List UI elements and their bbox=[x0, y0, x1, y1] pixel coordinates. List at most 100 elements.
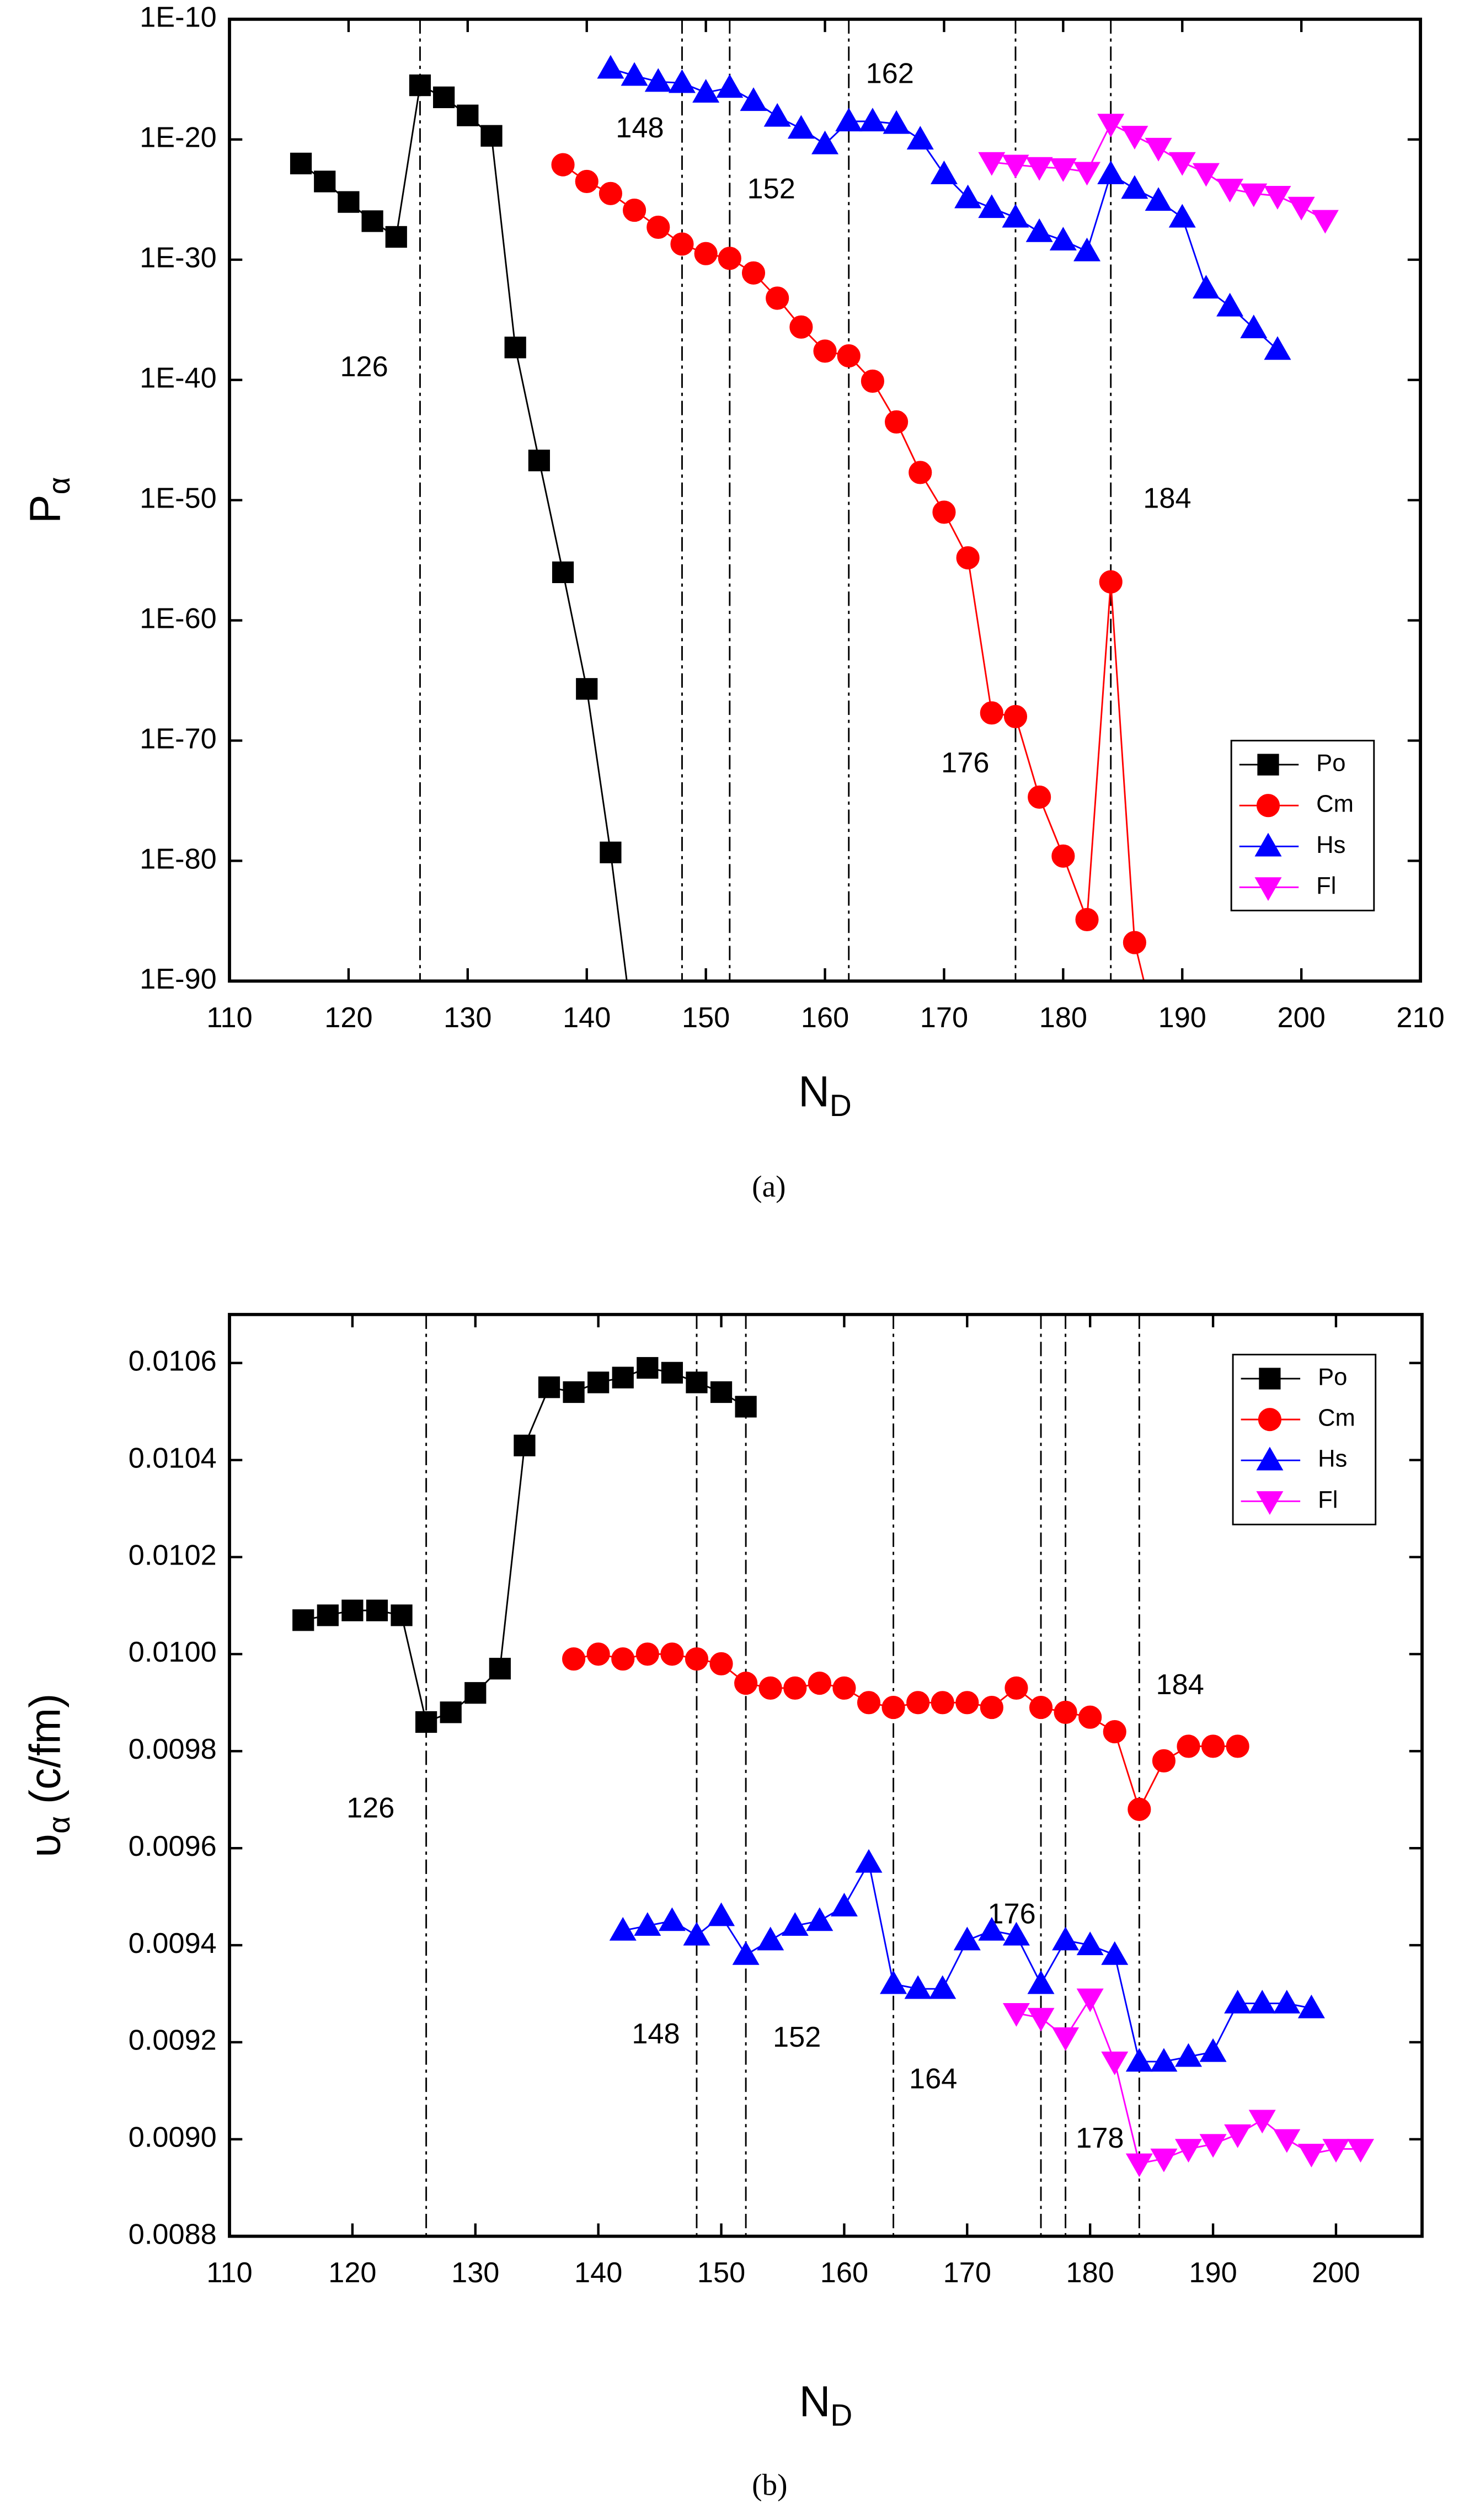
marker bbox=[317, 1604, 339, 1626]
marker bbox=[954, 184, 982, 209]
marker bbox=[1152, 1749, 1176, 1772]
x-tick-label: 110 bbox=[206, 2257, 252, 2289]
marker bbox=[904, 1975, 932, 1999]
marker bbox=[563, 1381, 585, 1403]
marker bbox=[587, 1371, 610, 1394]
legend-marker bbox=[1259, 1368, 1281, 1390]
marker bbox=[1123, 931, 1146, 954]
plot-area bbox=[292, 1357, 1375, 2177]
marker bbox=[930, 160, 958, 184]
marker bbox=[1075, 907, 1099, 931]
marker bbox=[314, 170, 336, 193]
x-tick-label: 120 bbox=[324, 1002, 372, 1034]
x-tick-label: 140 bbox=[574, 2257, 622, 2289]
x-axis-label-part: D bbox=[830, 2398, 852, 2432]
marker bbox=[1322, 2139, 1350, 2163]
marker bbox=[880, 1970, 907, 1994]
marker bbox=[576, 678, 598, 700]
marker bbox=[670, 232, 694, 256]
marker bbox=[757, 1926, 784, 1951]
marker bbox=[789, 315, 813, 339]
marker bbox=[909, 461, 932, 484]
x-tick-label: 150 bbox=[697, 2257, 745, 2289]
marker bbox=[341, 1599, 364, 1621]
marker bbox=[1097, 160, 1125, 184]
marker bbox=[718, 247, 741, 270]
marker bbox=[953, 1926, 981, 1951]
legend-label: Fl bbox=[1316, 873, 1336, 899]
marker bbox=[732, 1941, 760, 1965]
y-tick-label: 0.0090 bbox=[129, 2122, 217, 2154]
marker bbox=[464, 1682, 487, 1704]
legend-box bbox=[1230, 740, 1375, 911]
x-tick-label: 160 bbox=[801, 1002, 849, 1034]
marker bbox=[806, 1907, 833, 1931]
y-tick-label: 1E-40 bbox=[140, 362, 217, 394]
x-tick-label: 190 bbox=[1189, 2257, 1237, 2289]
marker bbox=[1240, 183, 1268, 207]
x-tick-label: 200 bbox=[1278, 1002, 1326, 1034]
marker bbox=[859, 108, 886, 132]
marker bbox=[1054, 1700, 1077, 1724]
marker bbox=[1073, 162, 1101, 186]
marker bbox=[1177, 1734, 1200, 1758]
marker bbox=[457, 104, 479, 126]
marker bbox=[528, 450, 550, 472]
marker bbox=[440, 1701, 462, 1723]
marker bbox=[1297, 2144, 1325, 2167]
marker bbox=[1002, 154, 1029, 179]
marker bbox=[292, 1609, 314, 1631]
marker bbox=[575, 169, 599, 194]
marker bbox=[830, 1892, 858, 1916]
legend-marker bbox=[1256, 794, 1280, 818]
y-tick-label: 0.0092 bbox=[129, 2025, 217, 2057]
x-tick-label: 180 bbox=[1039, 1002, 1087, 1034]
x-tick-label: 170 bbox=[943, 2257, 991, 2289]
annotation: 184 bbox=[1143, 482, 1191, 514]
legend-marker bbox=[1256, 1446, 1284, 1471]
marker bbox=[1192, 163, 1220, 187]
marker bbox=[686, 1371, 708, 1394]
marker bbox=[1168, 152, 1196, 176]
x-tick-label: 190 bbox=[1158, 1002, 1206, 1034]
y-tick-label: 1E-80 bbox=[140, 843, 217, 875]
marker bbox=[1240, 314, 1268, 339]
y-tick-label: 1E-20 bbox=[140, 122, 217, 154]
marker bbox=[1311, 210, 1339, 234]
y-tick-label: 0.0094 bbox=[129, 1928, 217, 1960]
y-tick-label: 1E-90 bbox=[140, 963, 217, 995]
annotation: 184 bbox=[1156, 1669, 1204, 1701]
y-tick-label: 0.0102 bbox=[129, 1539, 217, 1571]
marker bbox=[1145, 187, 1172, 211]
marker bbox=[956, 546, 980, 570]
x-tick-label: 110 bbox=[206, 1002, 252, 1034]
marker bbox=[1073, 237, 1101, 261]
marker bbox=[1002, 204, 1029, 228]
legend-label: Cm bbox=[1318, 1405, 1355, 1432]
marker bbox=[1297, 1994, 1325, 2019]
marker bbox=[758, 1676, 782, 1700]
legend-marker bbox=[1254, 877, 1282, 901]
marker bbox=[783, 1676, 807, 1700]
marker bbox=[1121, 175, 1148, 199]
legend-label: Hs bbox=[1316, 832, 1345, 858]
marker bbox=[883, 110, 910, 134]
marker bbox=[710, 1381, 733, 1403]
x-axis-label-part: N bbox=[798, 1067, 830, 1115]
legend-label: Cm bbox=[1316, 791, 1354, 818]
marker bbox=[861, 369, 884, 393]
marker bbox=[514, 1434, 536, 1456]
legend-box bbox=[1232, 1353, 1377, 1525]
marker bbox=[637, 1357, 659, 1379]
series-line bbox=[562, 164, 1145, 981]
annotation: 126 bbox=[340, 351, 388, 383]
marker bbox=[504, 337, 526, 359]
marker bbox=[1101, 1941, 1129, 1965]
caption: (a) bbox=[752, 1170, 786, 1203]
marker bbox=[415, 1711, 437, 1733]
y-tick-label: 1E-50 bbox=[140, 482, 217, 514]
legend-marker bbox=[1257, 754, 1279, 776]
marker bbox=[763, 103, 791, 127]
y-axis-label: Pα bbox=[20, 477, 76, 524]
